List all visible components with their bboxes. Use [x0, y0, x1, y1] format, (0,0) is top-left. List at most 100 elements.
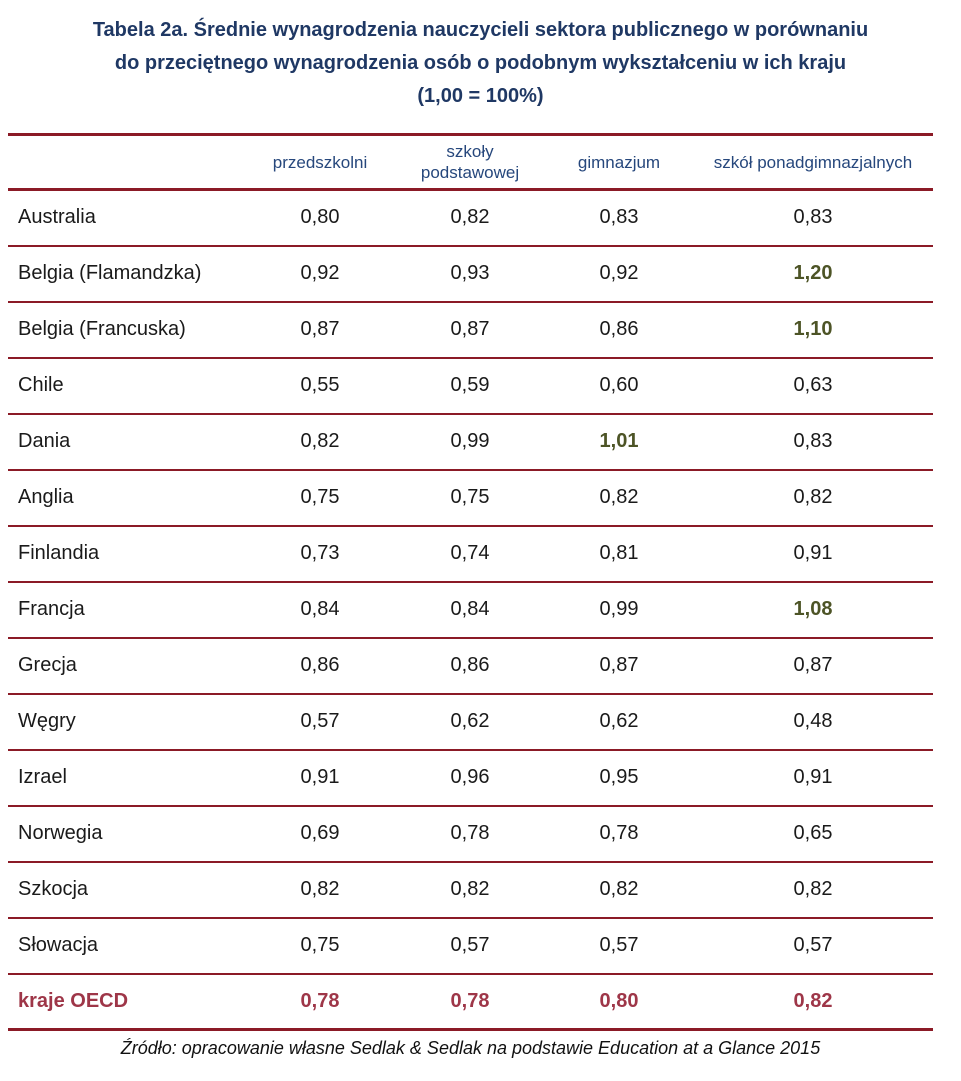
value-cell: 0,59	[395, 357, 545, 415]
column-header-przedszkolni: przedszkolni	[245, 133, 395, 191]
value-cell: 0,87	[395, 301, 545, 359]
value-cell: 0,75	[395, 469, 545, 527]
value-cell: 1,20	[693, 245, 933, 303]
value-cell: 0,92	[545, 245, 693, 303]
country-cell: Finlandia	[8, 525, 245, 583]
value-cell: 0,82	[545, 861, 693, 919]
value-cell: 0,87	[693, 637, 933, 695]
table-row: Grecja 0,86 0,86 0,87 0,87	[8, 637, 933, 695]
table-row: Chile 0,55 0,59 0,60 0,63	[8, 357, 933, 415]
country-cell: Francja	[8, 581, 245, 639]
value-cell: 0,75	[245, 917, 395, 975]
country-cell: kraje OECD	[8, 973, 245, 1031]
value-cell: 0,55	[245, 357, 395, 415]
value-cell: 0,82	[693, 861, 933, 919]
table-row: Izrael 0,91 0,96 0,95 0,91	[8, 749, 933, 807]
country-cell: Belgia (Flamandzka)	[8, 245, 245, 303]
value-cell: 0,80	[545, 973, 693, 1031]
source-note: Źródło: opracowanie własne Sedlak & Sedl…	[120, 1038, 821, 1058]
value-cell: 0,62	[395, 693, 545, 751]
value-cell: 0,78	[395, 805, 545, 863]
table-row: Australia 0,80 0,82 0,83 0,83	[8, 189, 933, 247]
value-cell: 0,91	[693, 749, 933, 807]
value-cell: 1,01	[545, 413, 693, 471]
header-empty-cell	[8, 133, 245, 191]
value-cell: 0,57	[545, 917, 693, 975]
table-row: Węgry 0,57 0,62 0,62 0,48	[8, 693, 933, 751]
value-cell: 0,82	[693, 973, 933, 1031]
value-cell: 1,10	[693, 301, 933, 359]
table-row-oecd-average: kraje OECD 0,78 0,78 0,80 0,82	[8, 973, 933, 1031]
table-row: Szkocja 0,82 0,82 0,82 0,82	[8, 861, 933, 919]
value-cell: 0,73	[245, 525, 395, 583]
table-row: Belgia (Francuska) 0,87 0,87 0,86 1,10	[8, 301, 933, 359]
country-cell: Chile	[8, 357, 245, 415]
value-cell: 0,87	[545, 637, 693, 695]
value-cell: 0,92	[245, 245, 395, 303]
value-cell: 0,78	[545, 805, 693, 863]
table-row: Dania 0,82 0,99 1,01 0,83	[8, 413, 933, 471]
country-cell: Węgry	[8, 693, 245, 751]
table-title-line-2: do przeciętnego wynagrodzenia osób o pod…	[114, 52, 847, 74]
value-cell: 0,84	[395, 581, 545, 639]
value-cell: 0,86	[395, 637, 545, 695]
table-row: Belgia (Flamandzka) 0,92 0,93 0,92 1,20	[8, 245, 933, 303]
value-cell: 0,75	[245, 469, 395, 527]
value-cell: 0,82	[245, 861, 395, 919]
value-cell: 0,86	[545, 301, 693, 359]
value-cell: 0,74	[395, 525, 545, 583]
table-title-line-1: Tabela 2a. Średnie wynagrodzenia nauczyc…	[92, 19, 869, 41]
value-cell: 0,63	[693, 357, 933, 415]
salary-comparison-table: przedszkolni szkoły podstawowej gimnazju…	[8, 133, 933, 1031]
country-cell: Izrael	[8, 749, 245, 807]
value-cell: 0,57	[693, 917, 933, 975]
table-row: Francja 0,84 0,84 0,99 1,08	[8, 581, 933, 639]
country-cell: Anglia	[8, 469, 245, 527]
value-cell: 0,82	[693, 469, 933, 527]
value-cell: 0,93	[395, 245, 545, 303]
value-cell: 0,84	[245, 581, 395, 639]
table-title-scale-note: (1,00 = 100%)	[417, 85, 544, 107]
value-cell: 0,57	[245, 693, 395, 751]
value-cell: 0,96	[395, 749, 545, 807]
country-cell: Szkocja	[8, 861, 245, 919]
column-header-szkoly-podstawowej: szkoły podstawowej	[395, 133, 545, 191]
table-row: Słowacja 0,75 0,57 0,57 0,57	[8, 917, 933, 975]
value-cell: 0,91	[693, 525, 933, 583]
table-title: Tabela 2a. Średnie wynagrodzenia nauczyc…	[0, 0, 961, 113]
value-cell: 0,78	[245, 973, 395, 1031]
value-cell: 0,80	[245, 189, 395, 247]
value-cell: 0,48	[693, 693, 933, 751]
header-row: przedszkolni szkoły podstawowej gimnazju…	[8, 133, 933, 191]
value-cell: 0,99	[545, 581, 693, 639]
value-cell: 0,62	[545, 693, 693, 751]
value-cell: 0,91	[245, 749, 395, 807]
value-cell: 0,82	[395, 189, 545, 247]
value-cell: 0,83	[545, 189, 693, 247]
value-cell: 0,60	[545, 357, 693, 415]
value-cell: 0,82	[395, 861, 545, 919]
value-cell: 0,95	[545, 749, 693, 807]
value-cell: 0,82	[545, 469, 693, 527]
value-cell: 0,69	[245, 805, 395, 863]
value-cell: 1,08	[693, 581, 933, 639]
table-row: Finlandia 0,73 0,74 0,81 0,91	[8, 525, 933, 583]
value-cell: 0,82	[245, 413, 395, 471]
country-cell: Norwegia	[8, 805, 245, 863]
value-cell: 0,65	[693, 805, 933, 863]
column-header-gimnazjum: gimnazjum	[545, 133, 693, 191]
country-cell: Słowacja	[8, 917, 245, 975]
value-cell: 0,87	[245, 301, 395, 359]
value-cell: 0,83	[693, 189, 933, 247]
table-row: Anglia 0,75 0,75 0,82 0,82	[8, 469, 933, 527]
value-cell: 0,99	[395, 413, 545, 471]
country-cell: Dania	[8, 413, 245, 471]
column-header-szkol-ponadgimnazjalnych: szkół ponadgimnazjalnych	[693, 133, 933, 191]
value-cell: 0,83	[693, 413, 933, 471]
value-cell: 0,81	[545, 525, 693, 583]
country-cell: Belgia (Francuska)	[8, 301, 245, 359]
value-cell: 0,86	[245, 637, 395, 695]
value-cell: 0,57	[395, 917, 545, 975]
country-cell: Grecja	[8, 637, 245, 695]
